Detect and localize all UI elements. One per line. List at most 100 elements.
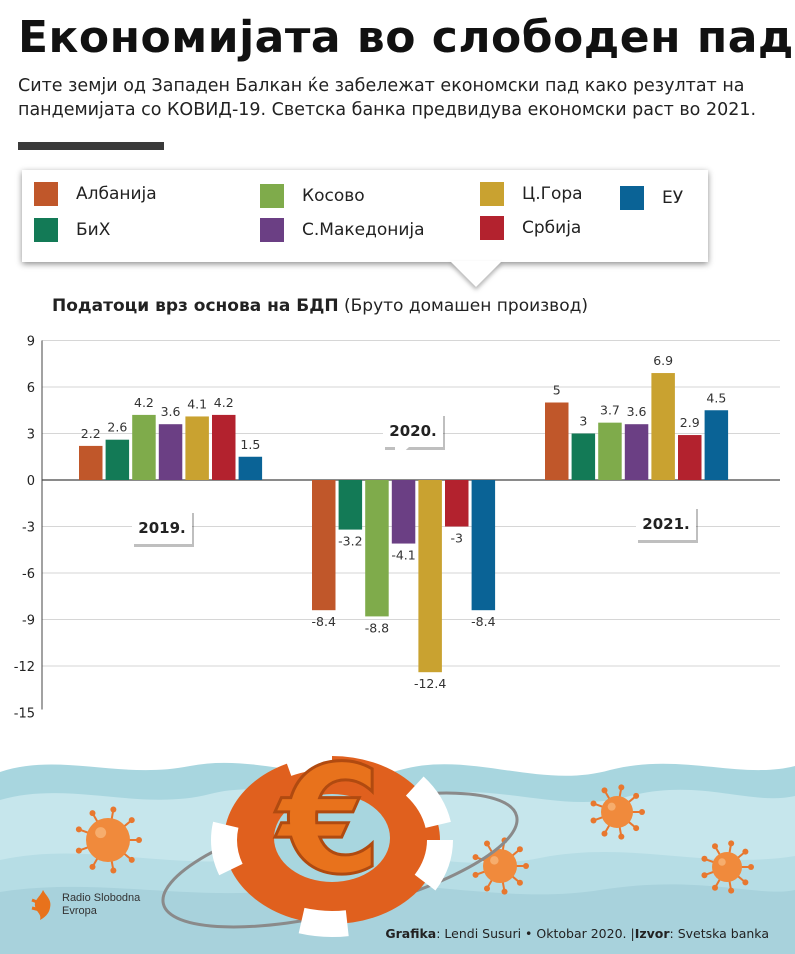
legend-item-albania: Албанија (34, 182, 157, 206)
bar (132, 414, 156, 480)
rfe-flame-icon (31, 890, 51, 920)
bar (105, 439, 130, 480)
bar (418, 480, 442, 673)
virus-icon (75, 806, 142, 874)
chart-title: Податоци врз основа на БДП (Бруто домаше… (52, 296, 588, 316)
category-callout: 2019. (132, 497, 194, 547)
legend-item-bih: БиХ (34, 218, 110, 242)
title-divider (18, 142, 164, 150)
credit-value-graphic: : Lendi Susuri • Oktobar 2020. | (436, 926, 635, 941)
virus-icon (701, 840, 754, 894)
category-label: 2020. (389, 422, 436, 440)
legend-label: Косово (302, 186, 365, 206)
bar (391, 480, 416, 544)
page-title: Економијата во слободен пад (18, 12, 794, 63)
data-label: 4.2 (134, 395, 154, 410)
bar (338, 480, 363, 530)
legend-item-kosovo: Косово (260, 184, 365, 208)
y-tick-label: -3 (22, 521, 35, 536)
data-label: -8.8 (365, 620, 389, 635)
bar (678, 435, 702, 480)
data-label: 2.6 (107, 420, 127, 435)
data-label: 2.9 (680, 415, 700, 430)
bar (445, 480, 469, 527)
legend-swatch (480, 182, 504, 206)
y-tick-label: 0 (27, 474, 35, 489)
bar (365, 480, 389, 617)
bar (212, 414, 236, 480)
data-label: -8.4 (471, 614, 495, 629)
bar (545, 402, 569, 480)
bar (704, 410, 729, 480)
data-label: -3.2 (338, 534, 362, 549)
data-label: 3.6 (161, 404, 181, 419)
data-label: 4.2 (214, 395, 234, 410)
legend-label: ЕУ (662, 188, 684, 208)
data-label: -4.1 (391, 548, 415, 563)
credit-label-graphic: Grafika (385, 926, 437, 941)
y-tick-label: -9 (22, 614, 35, 629)
category-callout: 2020. (383, 413, 445, 460)
logo-line2: Evropa (62, 905, 97, 917)
data-label: 3 (579, 414, 587, 429)
legend-pointer (450, 261, 502, 287)
legend-swatch (260, 184, 284, 208)
virus-icon (590, 784, 645, 840)
legend-swatch (34, 218, 58, 242)
chart-title-normal: (Бруто домашен производ) (338, 296, 588, 316)
category-callout: 2021. (636, 493, 698, 543)
svg-text:€: € (275, 734, 382, 908)
legend-swatch (620, 186, 644, 210)
rfe-logo: Radio Slobodna Evropa (30, 888, 140, 922)
bar (158, 424, 183, 480)
bar (651, 373, 675, 480)
data-label: 6.9 (653, 353, 673, 368)
data-label: 5 (553, 383, 561, 398)
legend-item-montenegro: Ц.Гора (480, 182, 583, 206)
y-tick-label: -15 (14, 707, 35, 722)
bar (79, 445, 103, 480)
data-label: 4.1 (187, 396, 207, 411)
legend-item-eu: ЕУ (620, 186, 683, 210)
legend-item-north-macedonia: С.Македонија (260, 218, 425, 242)
data-label: -8.4 (312, 614, 336, 629)
bar (185, 416, 209, 480)
legend-swatch (260, 218, 284, 242)
legend-swatch (480, 216, 504, 240)
legend-label: БиХ (76, 220, 111, 240)
category-label: 2021. (642, 515, 689, 533)
data-label: 3.7 (600, 403, 620, 418)
chart-title-bold: Податоци врз основа на БДП (52, 296, 339, 316)
bar-chart: € 2.2 -8.4 5 2.6 -3.2 3 4.2 -8.8 3.7 3.6 -4.1 3.6 4.… (0, 335, 795, 954)
y-tick-label: -12 (14, 660, 35, 675)
legend-label: Србија (522, 218, 582, 238)
legend-item-serbia: Србија (480, 216, 581, 240)
chart-legend: Албанија БиХ Косово С.Македонија Ц.Гора … (22, 170, 708, 262)
y-tick-label: 9 (27, 335, 35, 350)
y-tick-label: 3 (27, 428, 35, 443)
bar (598, 422, 622, 480)
legend-swatch (34, 182, 58, 206)
category-label: 2019. (138, 519, 185, 537)
bar (624, 424, 649, 480)
data-label: -12.4 (414, 676, 446, 691)
data-label: 3.6 (627, 404, 647, 419)
data-label: 1.5 (240, 437, 260, 452)
data-label: 2.2 (81, 426, 101, 441)
legend-label: Ц.Гора (522, 184, 583, 204)
y-tick-label: -6 (22, 567, 35, 582)
data-label: 4.5 (706, 390, 726, 405)
bar (312, 480, 336, 611)
legend-label: Албанија (76, 184, 157, 204)
credit-value-source: : Svetska banka (669, 926, 769, 941)
virus-icon (472, 837, 529, 895)
data-label: -3 (451, 531, 463, 546)
page-subtitle: Сите земји од Западен Балкан ќе забележа… (18, 76, 757, 120)
bar (238, 456, 263, 480)
y-tick-label: 6 (27, 381, 35, 396)
water-scene (0, 762, 795, 954)
credit-label-source: Izvor (634, 926, 670, 941)
lifebuoy-euro-icon: € (161, 733, 519, 937)
logo-line1: Radio Slobodna (62, 892, 141, 904)
bar (471, 480, 496, 611)
